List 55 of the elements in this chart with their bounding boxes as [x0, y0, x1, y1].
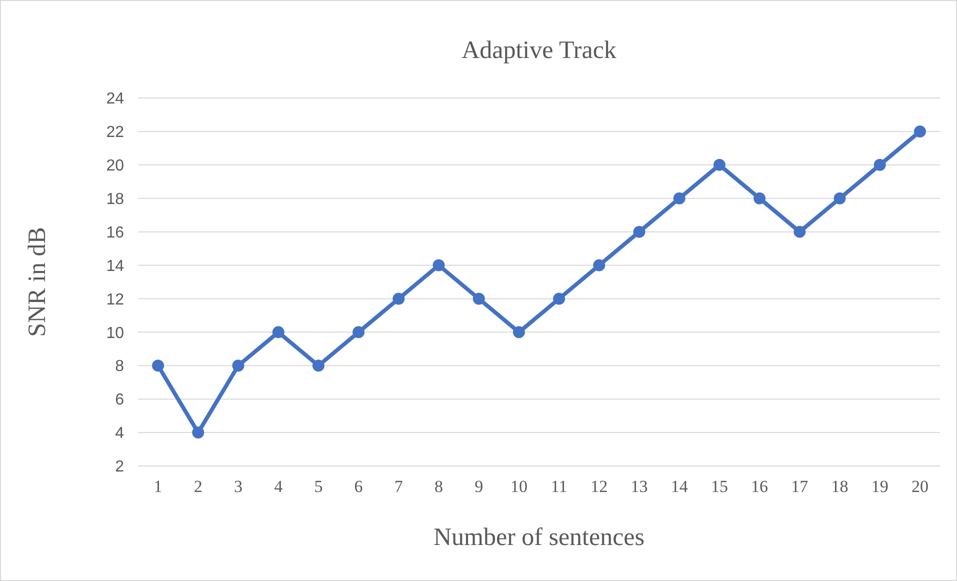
x-tick-label: 1: [154, 477, 162, 496]
x-tick-label: 10: [510, 477, 528, 496]
x-tick-label: 6: [354, 477, 363, 496]
point: [152, 360, 164, 372]
x-tick-label: 15: [710, 477, 728, 496]
point: [472, 292, 485, 305]
point: [312, 360, 324, 372]
y-tick-label: 6: [115, 392, 124, 409]
y-tick-label: 24: [106, 90, 124, 108]
x-tick-label: 7: [394, 477, 404, 496]
y-tick-label: 4: [115, 425, 124, 442]
x-tick-label: 3: [234, 477, 242, 496]
y-tick-label: 8: [115, 358, 124, 376]
y-tick-label: 22: [106, 124, 124, 142]
x-tick-label: 12: [590, 477, 608, 496]
point: [512, 326, 525, 338]
point: [192, 426, 204, 439]
point: [914, 125, 926, 138]
point: [232, 360, 244, 372]
y-tick-label: 18: [106, 190, 124, 208]
point: [272, 326, 284, 338]
point: [633, 226, 646, 238]
point: [593, 259, 606, 272]
y-tick-label: 14: [106, 258, 124, 275]
point: [713, 158, 726, 171]
y-tick-label: 2: [115, 458, 124, 476]
y-tick-label: 10: [106, 324, 124, 342]
y-tick-label: 20: [106, 158, 124, 175]
y-tick-label: 16: [106, 224, 124, 242]
x-tick-label: 4: [274, 477, 284, 496]
x-axis-title: Number of sentences: [433, 524, 645, 551]
x-tick-label: 14: [670, 477, 688, 496]
chart-title: Adaptive Track: [462, 37, 617, 64]
x-tick-label: 17: [791, 477, 809, 496]
x-tick-label: 13: [630, 477, 648, 496]
point: [673, 192, 686, 204]
y-tick-label: 12: [106, 291, 124, 308]
x-tick-label: 5: [314, 477, 323, 496]
point: [794, 226, 806, 238]
y-axis-title: SNR in dB: [24, 227, 51, 337]
point: [754, 192, 766, 204]
point: [392, 292, 405, 305]
point: [553, 292, 566, 305]
x-tick-label: 16: [751, 477, 768, 496]
x-tick-label: 11: [550, 477, 568, 496]
x-tick-label: 18: [831, 477, 848, 496]
x-tick-label: 8: [434, 477, 443, 496]
x-tick-label: 20: [911, 477, 928, 496]
x-tick-label: 9: [474, 477, 484, 496]
x-tick-label: 2: [194, 477, 202, 496]
point: [874, 158, 886, 171]
point: [352, 326, 365, 338]
point: [432, 259, 445, 272]
point: [834, 192, 846, 204]
x-tick-label: 19: [871, 477, 888, 496]
